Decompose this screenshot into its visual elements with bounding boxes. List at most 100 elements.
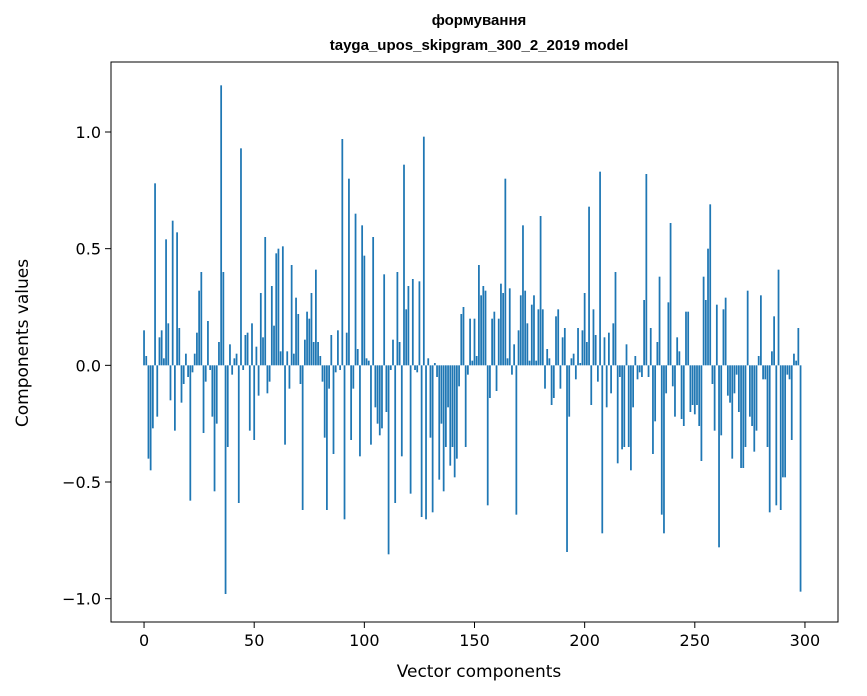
bar-152 [478,265,480,366]
bar-33 [215,365,218,424]
bar-7 [158,337,161,366]
bar-298 [799,365,802,592]
bar-16 [178,328,181,366]
bar-198 [579,363,582,366]
bar-246 [685,311,687,366]
y-axis-ticks: −1.0 −0.5 0.0 0.5 1.0 [62,123,111,609]
bar-231 [652,365,654,454]
bar-80 [319,356,322,366]
bar-123 [414,365,416,370]
bar-274 [746,290,749,366]
bar-220 [627,365,630,447]
bar-258 [711,365,714,384]
bar-226 [641,365,643,377]
bar-72 [301,365,304,510]
bar-9 [162,358,165,366]
bar-171 [519,295,522,366]
bar-104 [372,237,375,366]
bar-31 [211,365,214,417]
bar-112 [389,365,392,370]
bar-239 [669,223,672,366]
bar-219 [625,344,628,366]
bar-118 [403,164,405,366]
bar-50 [253,365,256,440]
bar-184 [548,358,551,366]
bar-38 [226,365,229,447]
bar-117 [400,365,403,457]
bar-176 [530,304,533,366]
bar-64 [284,365,286,445]
bar-63 [281,246,284,366]
bar-23 [193,353,196,366]
bar-255 [704,300,707,366]
y-tick-label: −1.0 [62,590,101,609]
bar-268 [733,365,736,394]
bar-13 [171,220,174,366]
bar-291 [784,365,787,478]
bar-179 [537,309,540,366]
bar-277 [753,365,756,452]
bar-227 [643,300,646,366]
bar-10 [165,239,167,366]
bar-28 [204,365,207,382]
bar-90 [341,139,344,366]
bar-214 [614,272,617,366]
bar-158 [491,318,493,366]
bar-169 [515,365,518,515]
bar-287 [775,365,778,506]
bar-297 [797,328,800,366]
bar-60 [275,253,278,366]
bar-175 [528,360,531,366]
bar-183 [546,349,549,366]
bar-107 [378,365,381,436]
bar-105 [374,365,377,408]
bar-81 [321,365,324,382]
bar-257 [709,204,712,366]
bar-289 [779,365,782,510]
bar-153 [480,295,482,366]
bar-32 [213,365,216,492]
y-tick-label: 0.5 [76,240,101,259]
bar-267 [731,365,734,459]
bar-43 [237,365,240,503]
bar-210 [605,365,608,408]
bar-272 [742,365,745,468]
bar-215 [616,365,619,464]
bar-86 [332,365,335,454]
bar-276 [751,365,753,426]
bar-88 [337,330,339,366]
bar-30 [209,365,212,370]
bar-263 [722,309,725,366]
bar-273 [744,365,747,447]
bar-266 [729,365,731,403]
bar-234 [658,276,661,366]
bar-256 [707,248,709,366]
bar-47 [246,332,249,366]
bar-24 [196,332,198,366]
bar-260 [715,304,718,366]
bar-84 [328,365,330,389]
bar-44 [240,148,242,366]
bar-240 [671,365,674,387]
bar-135 [440,365,443,424]
bar-250 [693,365,696,415]
bar-280 [760,295,762,366]
x-axis-ticks: 0 50 100 150 200 250 300 [139,622,820,650]
bar-34 [218,342,220,366]
bar-15 [176,232,178,366]
bar-14 [174,365,176,431]
bar-282 [764,365,767,380]
bar-244 [680,365,683,419]
bar-225 [638,365,641,373]
bar-202 [588,206,590,366]
bar-114 [394,365,397,503]
bar-95 [352,365,355,389]
bar-59 [273,325,275,366]
bar-159 [493,311,496,366]
bar-69 [295,297,297,366]
bar-237 [665,365,668,394]
bar-164 [504,178,507,366]
bar-52 [257,365,260,396]
bar-11 [167,323,170,366]
